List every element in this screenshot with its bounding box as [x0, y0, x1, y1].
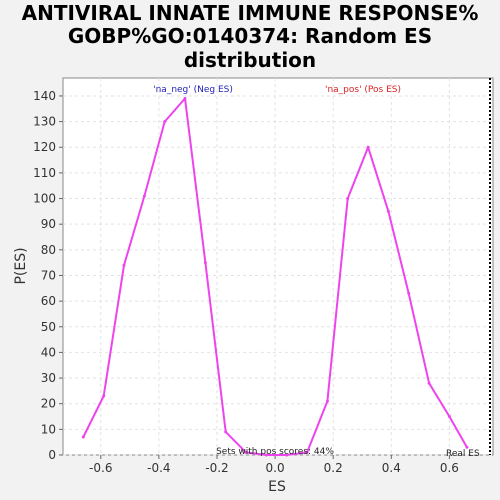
series-line [82, 97, 468, 456]
neg-es-label: 'na_neg' (Neg ES) [153, 85, 233, 95]
y-tick-label: 50 [41, 320, 56, 334]
data-point [224, 430, 228, 434]
data-point [325, 399, 329, 403]
y-tick-label: 60 [41, 294, 56, 308]
data-point [122, 263, 126, 267]
y-tick-label: 70 [41, 268, 56, 282]
data-point [264, 453, 268, 457]
data-point [142, 194, 146, 198]
x-tick-label: 0.0 [266, 461, 285, 475]
data-point [102, 394, 106, 398]
chart-title-line-1: ANTIVIRAL INNATE IMMUNE RESPONSE% [22, 1, 479, 25]
data-point [203, 261, 207, 265]
y-tick-label: 90 [41, 217, 56, 231]
y-tick-label: 100 [33, 192, 56, 206]
pos-scores-footer: Sets with pos scores: 44% [216, 447, 334, 457]
y-tick-label: 10 [41, 422, 56, 436]
x-axis-label: ES [268, 479, 286, 495]
x-tick-label: -0.2 [205, 461, 228, 475]
x-tick-label: -0.4 [147, 461, 170, 475]
series-layer [81, 97, 469, 457]
x-tick-label: 0.2 [324, 461, 343, 475]
y-axis-label: P(ES) [13, 247, 29, 284]
data-point [285, 453, 289, 457]
y-tick-label: 120 [33, 140, 56, 154]
y-tick-label: 140 [33, 89, 56, 103]
chart-title-line-2: GOBP%GO:0140374: Random ES [68, 24, 432, 48]
data-point [407, 291, 411, 295]
y-tick-label: 20 [41, 397, 56, 411]
data-point [366, 145, 370, 149]
data-point [465, 445, 469, 449]
y-tick-label: 110 [33, 166, 56, 180]
plot-area [62, 77, 494, 456]
data-point [81, 435, 85, 439]
data-point [244, 450, 248, 454]
real-es-label: Real ES [446, 449, 480, 459]
x-tick-label: 0.6 [440, 461, 459, 475]
y-axis-ticks: 0 10 20 30 40 50 60 70 80 90 100 110 120 130 140 [33, 89, 63, 462]
pos-es-label: 'na_pos' (Pos ES) [325, 85, 401, 95]
x-tick-label: 0.4 [382, 461, 401, 475]
y-tick-label: 30 [41, 371, 56, 385]
data-point [427, 381, 431, 385]
data-point [183, 97, 187, 100]
data-point [163, 120, 167, 124]
data-point [386, 209, 390, 213]
y-tick-label: 80 [41, 243, 56, 257]
y-tick-label: 0 [48, 448, 56, 462]
x-tick-label: -0.6 [89, 461, 112, 475]
data-point [447, 415, 451, 418]
y-tick-label: 130 [33, 115, 56, 129]
y-tick-label: 40 [41, 345, 56, 359]
data-point [305, 450, 309, 454]
x-axis-ticks: -0.6 -0.4 -0.2 0.0 0.2 0.4 0.6 [89, 455, 459, 475]
chart-title-line-3: distribution [184, 48, 316, 72]
data-point [346, 197, 350, 200]
